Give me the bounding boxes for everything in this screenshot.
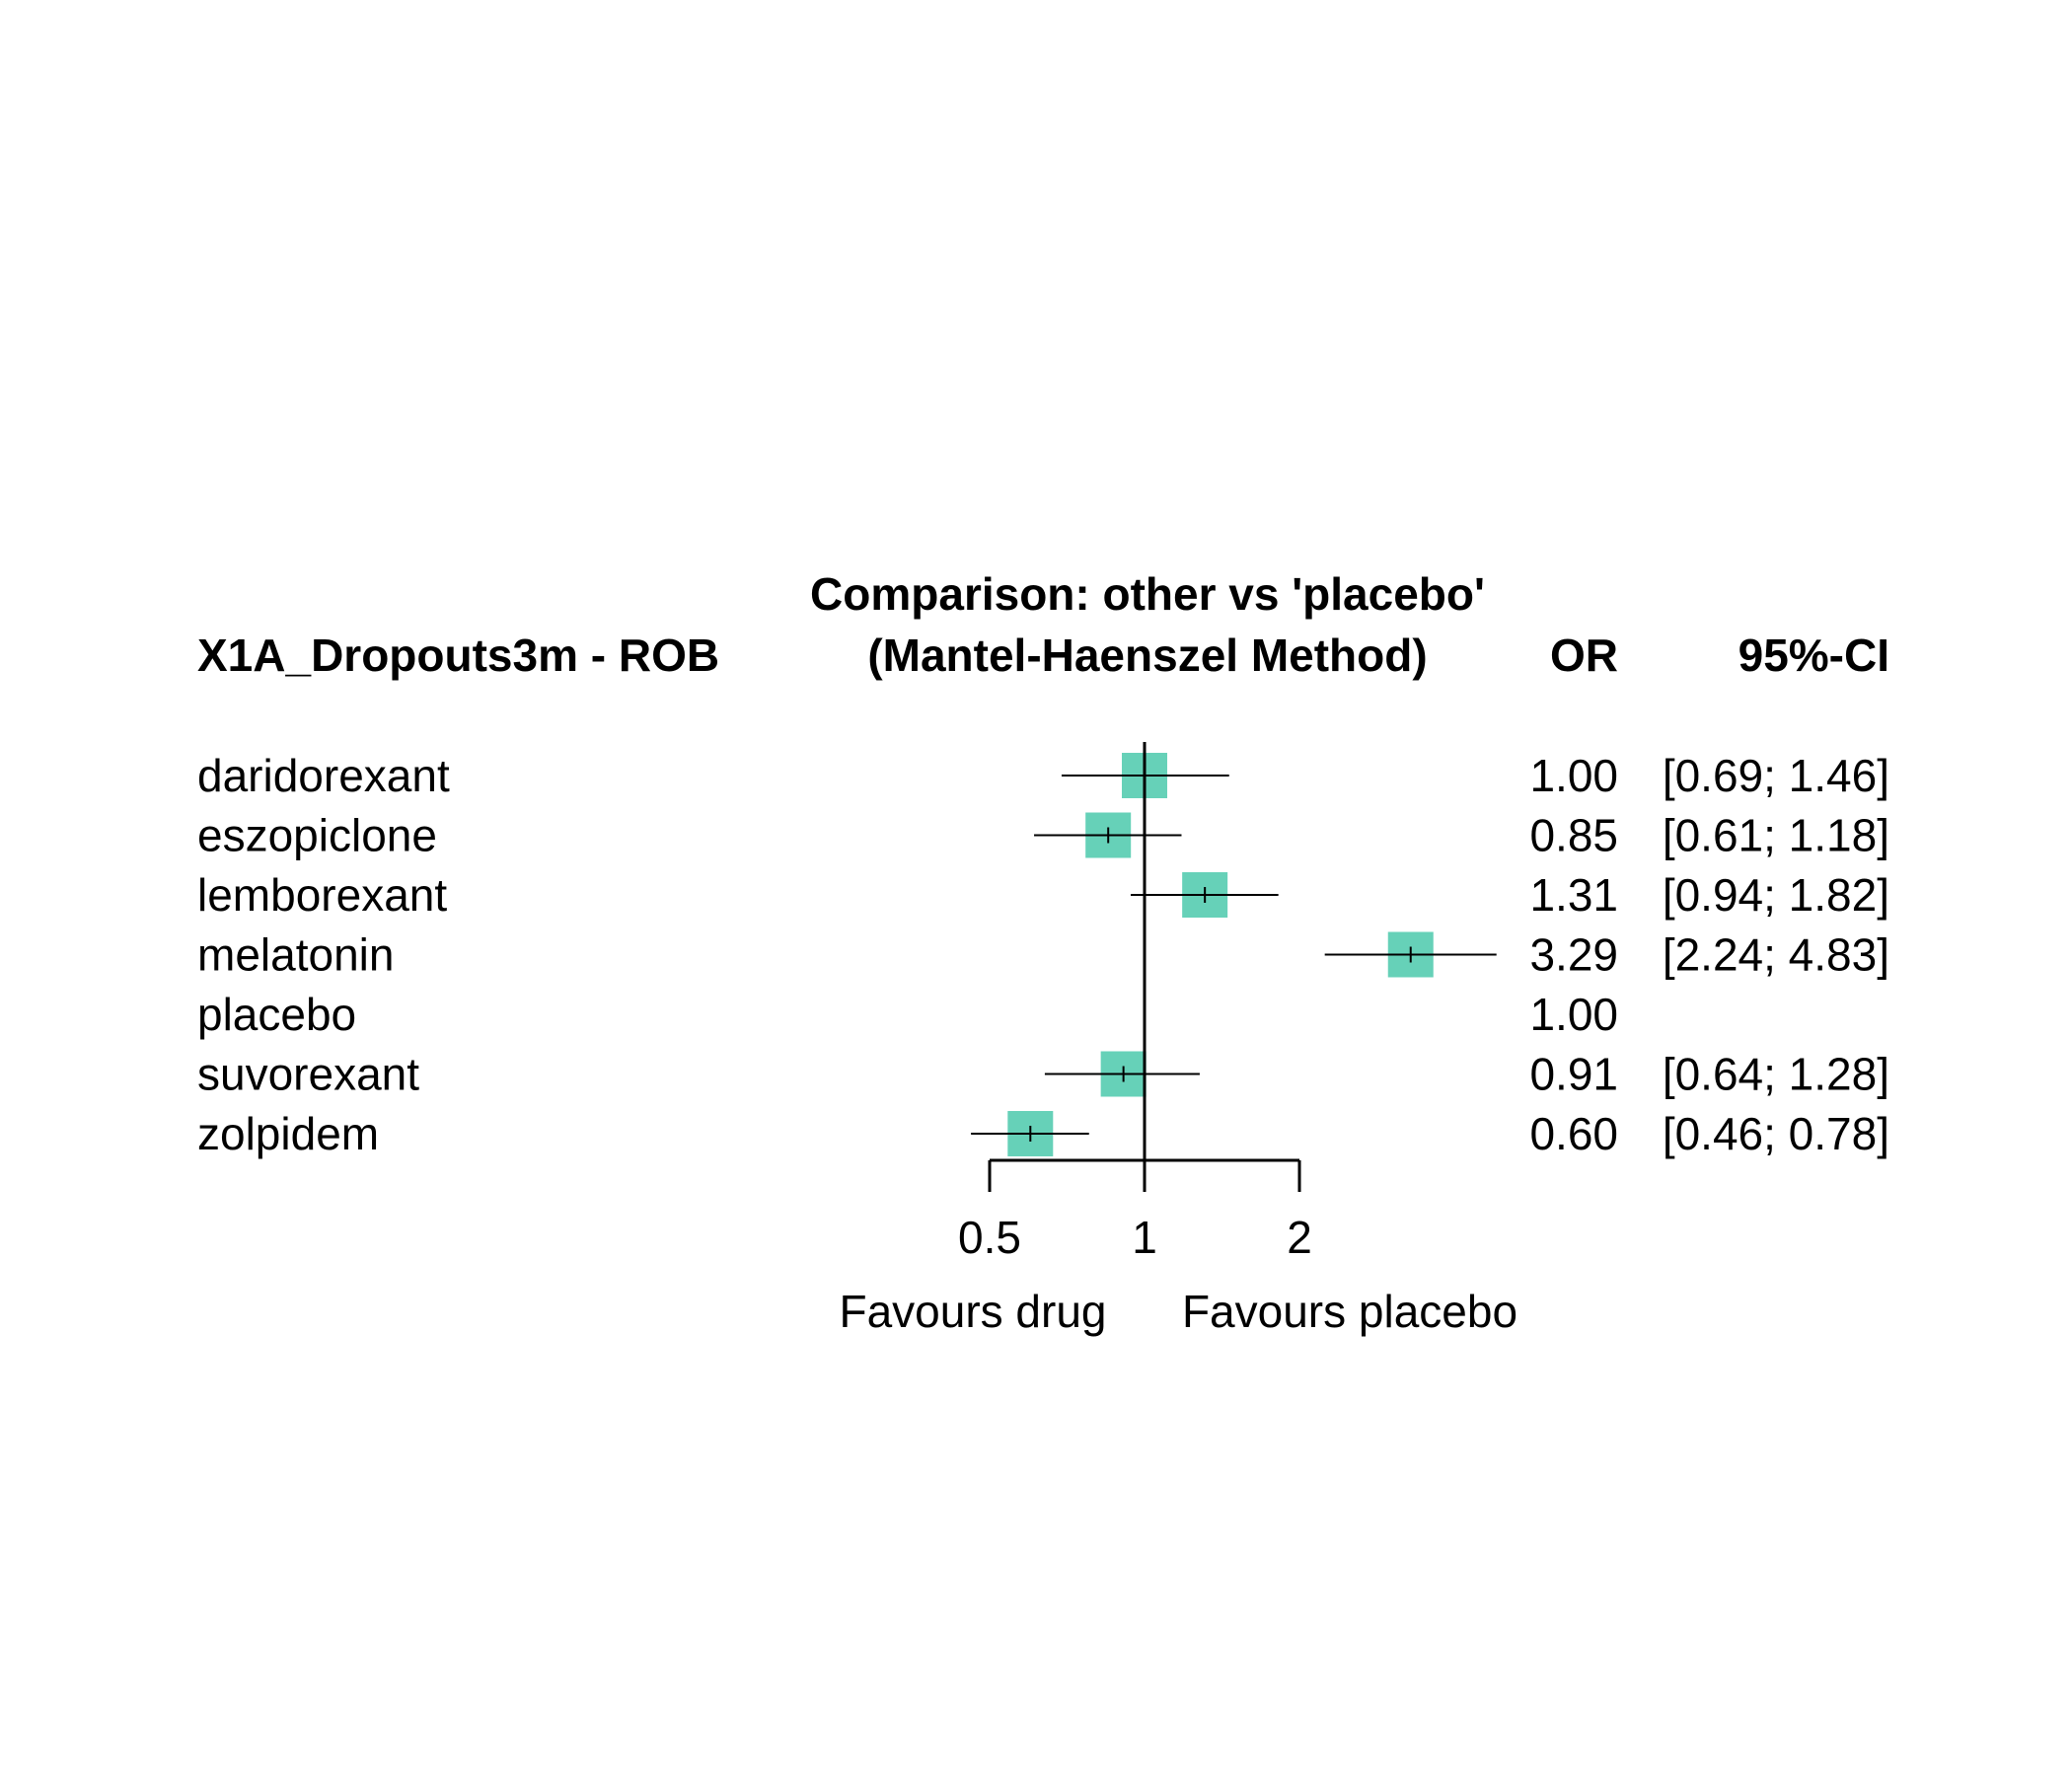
- row-ci-value: [0.64; 1.28]: [1663, 1049, 1889, 1100]
- forest-row: suvorexant 0.91 [0.64; 1.28]: [197, 1049, 1889, 1100]
- x-tick-label: 2: [1287, 1212, 1312, 1263]
- row-ci-value: [2.24; 4.83]: [1663, 929, 1889, 981]
- row-or-value: 0.60: [1529, 1108, 1618, 1159]
- row-or-value: 1.00: [1529, 989, 1618, 1040]
- x-tick-label: 1: [1132, 1212, 1157, 1263]
- row-or-value: 0.91: [1529, 1049, 1618, 1100]
- row-or-value: 0.85: [1529, 810, 1618, 861]
- forest-rows: daridorexant 1.00 [0.69; 1.46] eszopiclone 0…: [197, 750, 1889, 1159]
- row-ci-value: [0.69; 1.46]: [1663, 750, 1889, 801]
- row-ci-value: [0.46; 0.78]: [1663, 1108, 1889, 1159]
- x-axis-ticks: 0.5 1 2: [958, 1160, 1312, 1263]
- row-label: lemborexant: [197, 869, 447, 921]
- row-label: suvorexant: [197, 1049, 419, 1100]
- row-ci-value: [0.61; 1.18]: [1663, 810, 1889, 861]
- row-label: melatonin: [197, 929, 394, 981]
- x-tick-label: 0.5: [958, 1212, 1021, 1263]
- row-label: daridorexant: [197, 750, 450, 801]
- row-or-value: 3.29: [1529, 929, 1618, 981]
- column-header-or: OR: [1550, 629, 1618, 681]
- row-label: eszopiclone: [197, 810, 437, 861]
- forest-row: daridorexant 1.00 [0.69; 1.46]: [197, 750, 1889, 801]
- forest-row: placebo 1.00: [197, 989, 1618, 1040]
- chart-title-line2: (Mantel-Haenszel Method): [867, 629, 1427, 681]
- favours-right-label: Favours placebo: [1182, 1286, 1517, 1337]
- favours-left-label: Favours drug: [839, 1286, 1106, 1337]
- row-label: zolpidem: [197, 1108, 379, 1159]
- row-label: placebo: [197, 989, 356, 1040]
- forest-row: lemborexant 1.31 [0.94; 1.82]: [197, 869, 1889, 921]
- forest-row: melatonin 3.29 [2.24; 4.83]: [197, 929, 1889, 981]
- outcome-label: X1A_Dropouts3m - ROB: [197, 629, 719, 681]
- forest-row: zolpidem 0.60 [0.46; 0.78]: [197, 1108, 1889, 1159]
- row-ci-value: [0.94; 1.82]: [1663, 869, 1889, 921]
- forest-row: eszopiclone 0.85 [0.61; 1.18]: [197, 810, 1889, 861]
- row-or-value: 1.31: [1529, 869, 1618, 921]
- row-or-value: 1.00: [1529, 750, 1618, 801]
- chart-title-line1: Comparison: other vs 'placebo': [810, 568, 1485, 620]
- column-header-ci: 95%-CI: [1739, 629, 1889, 681]
